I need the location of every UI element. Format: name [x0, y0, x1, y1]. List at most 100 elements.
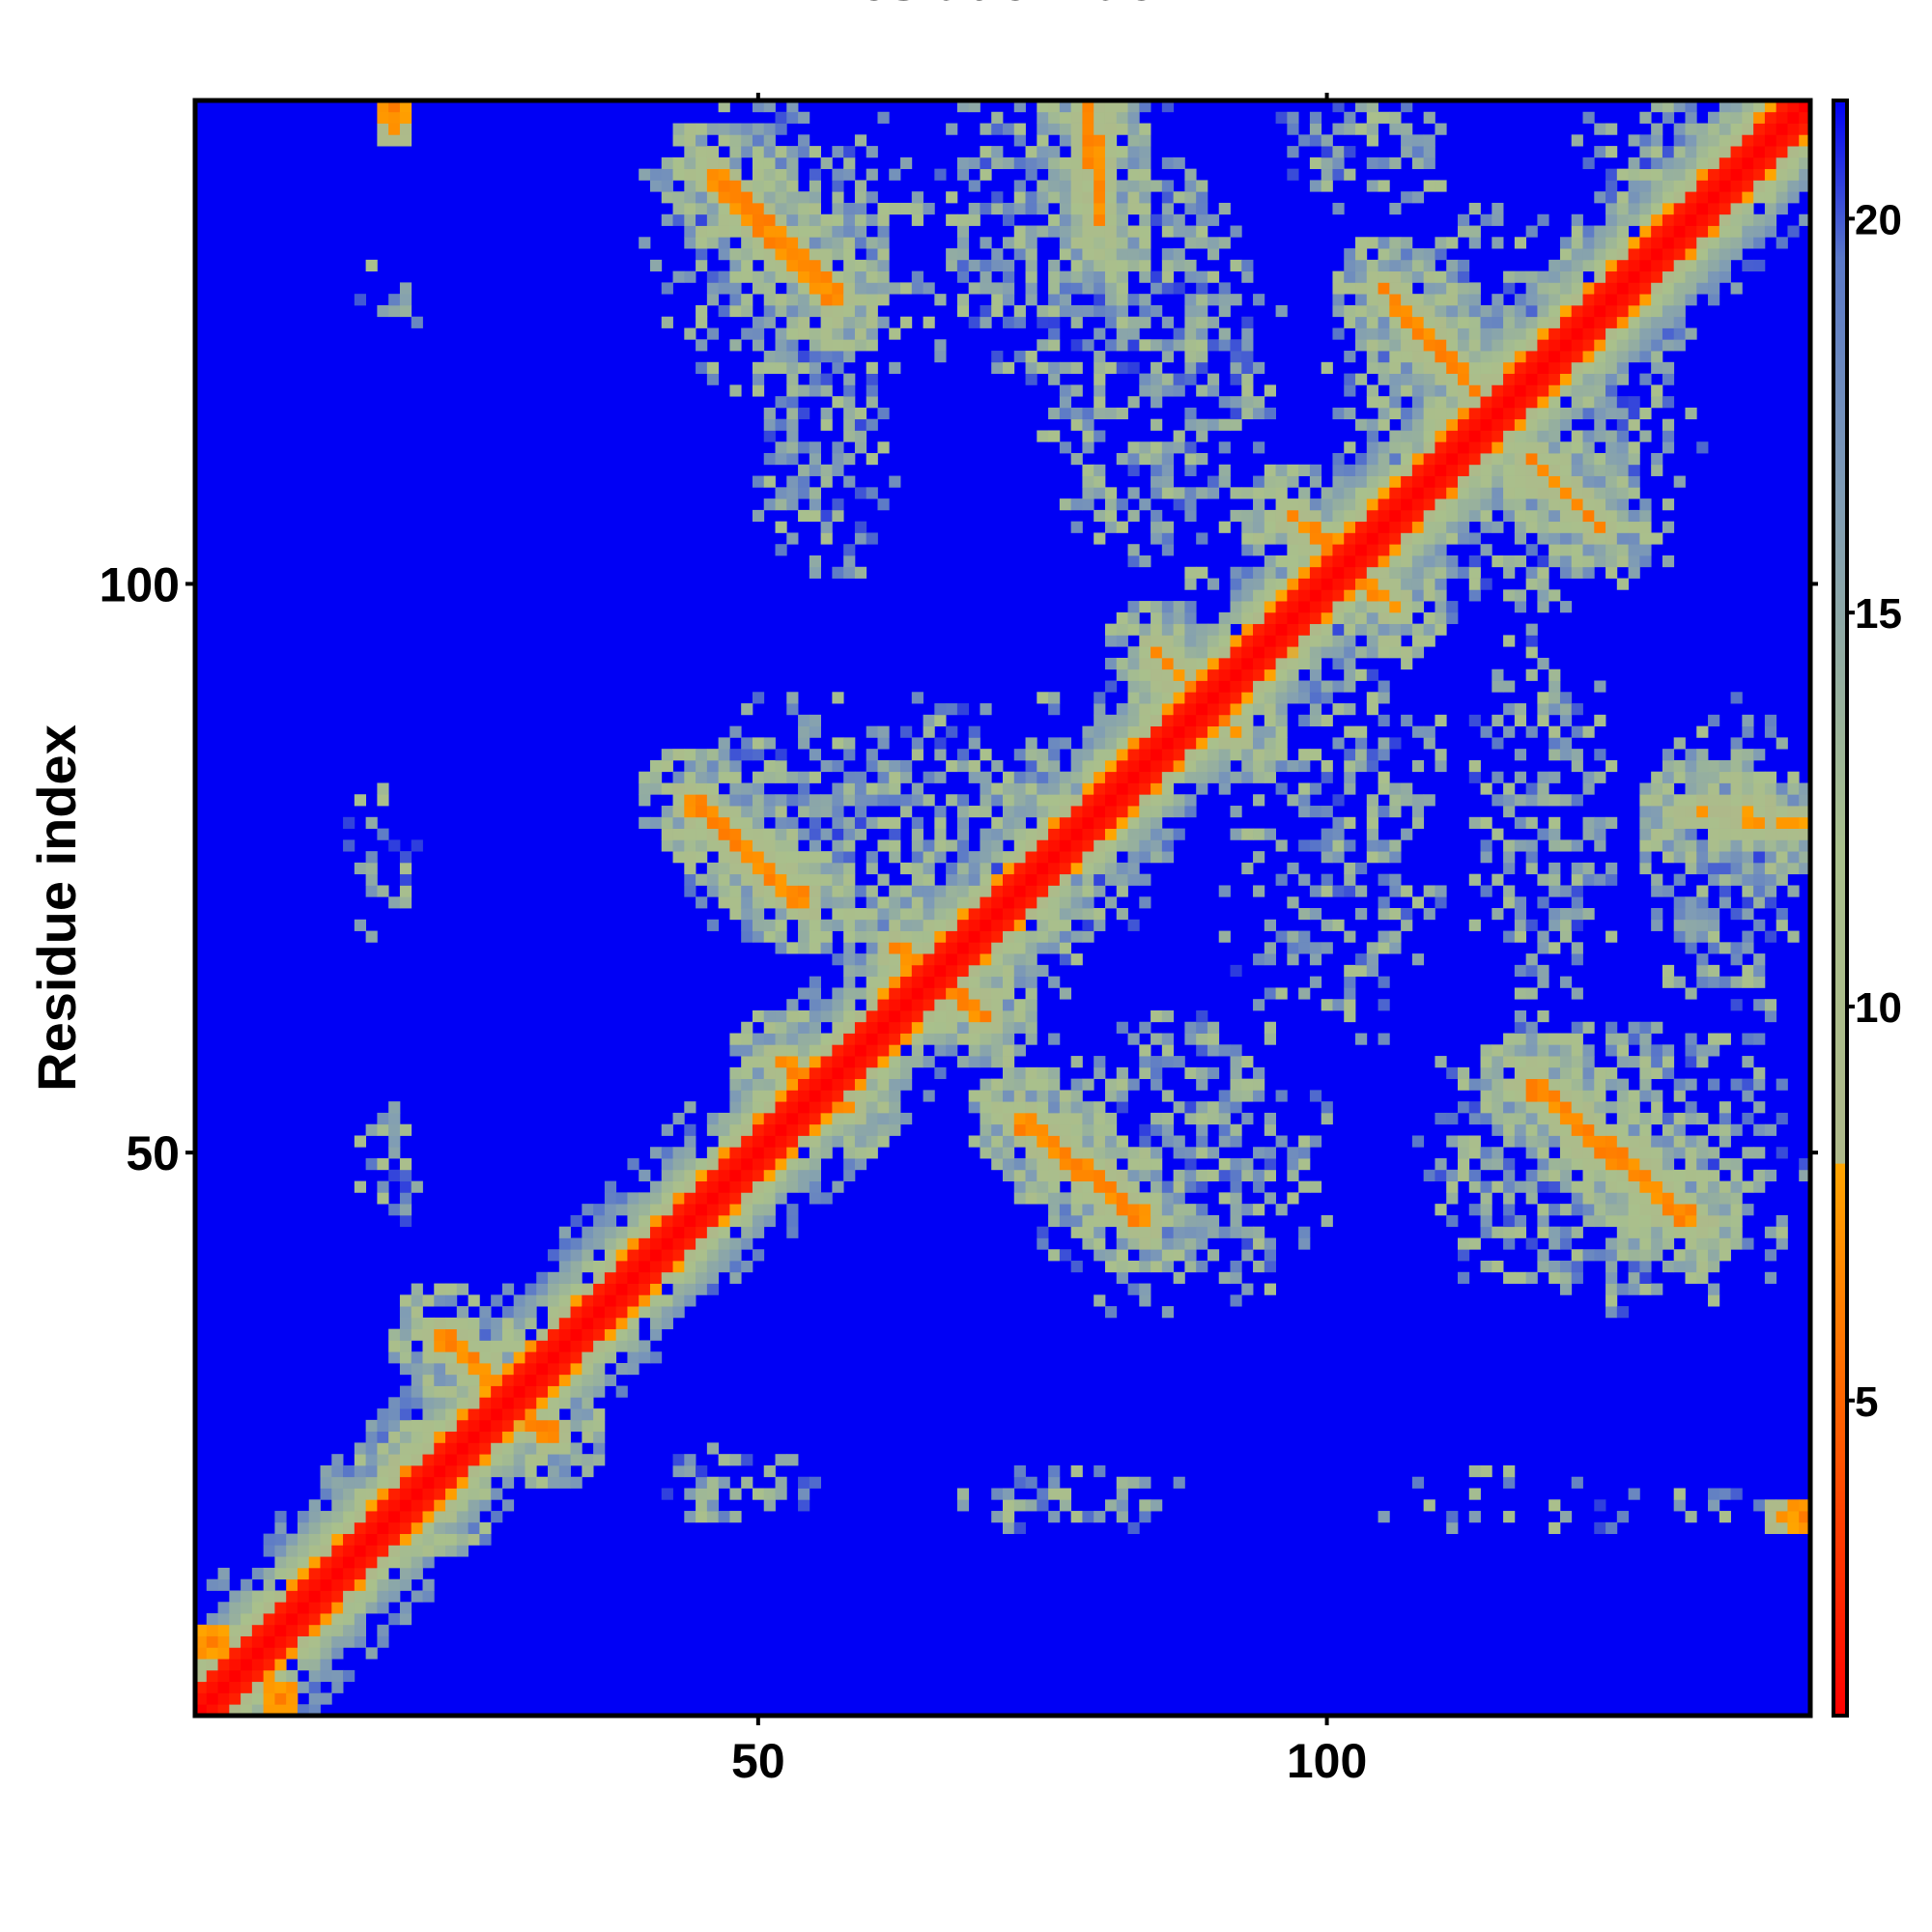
heatmap-cell [832, 361, 844, 374]
heatmap-cell [513, 1454, 526, 1466]
heatmap-cell [1127, 771, 1140, 783]
heatmap-cell [1104, 782, 1118, 795]
heatmap-cell [1366, 566, 1378, 579]
heatmap-cell [661, 168, 673, 181]
heatmap-cell [877, 441, 890, 454]
heatmap-cell [1094, 851, 1106, 864]
heatmap-cell [422, 1464, 435, 1478]
heatmap-cell [1094, 737, 1106, 750]
heatmap-cell [923, 771, 935, 783]
heatmap-cell [1218, 418, 1231, 431]
heatmap-cell [809, 1180, 821, 1193]
heatmap-cell [1161, 725, 1175, 738]
heatmap-cell [468, 1362, 480, 1376]
heatmap-cell [1139, 146, 1151, 158]
heatmap-cell [991, 294, 1004, 306]
heatmap-cell [1446, 498, 1459, 511]
heatmap-cell [1480, 304, 1492, 318]
heatmap-cell [1048, 828, 1061, 840]
heatmap-cell [1094, 1249, 1106, 1262]
heatmap-cell [809, 851, 821, 864]
heatmap-cell [798, 1112, 810, 1125]
heatmap-cell [1104, 828, 1118, 840]
heatmap-cell [399, 1545, 412, 1557]
heatmap-cell [1389, 111, 1402, 124]
heatmap-cell [706, 1112, 720, 1125]
heatmap-cell [354, 1613, 367, 1626]
heatmap-cell [1514, 1078, 1527, 1091]
heatmap-cell [1094, 373, 1106, 385]
heatmap-cell [991, 1033, 1004, 1045]
heatmap-cell [1321, 532, 1333, 545]
heatmap-cell [548, 1283, 560, 1295]
heatmap-cell [1013, 806, 1026, 818]
heatmap-cell [1389, 509, 1402, 523]
heatmap-cell [525, 1385, 537, 1398]
heatmap-cell [1446, 237, 1459, 249]
heatmap-cell [1082, 1135, 1094, 1148]
heatmap-cell [718, 873, 730, 886]
heatmap-cell [1571, 1261, 1583, 1273]
heatmap-cell [1116, 1204, 1128, 1216]
heatmap-cell [1321, 851, 1333, 864]
heatmap-cell [274, 1704, 287, 1717]
heatmap-cell [1037, 1066, 1049, 1080]
heatmap-cell [1094, 714, 1106, 726]
heatmap-cell [1003, 942, 1015, 954]
heatmap-cell [1401, 714, 1413, 726]
heatmap-cell [456, 1351, 469, 1364]
heatmap-cell [582, 1351, 594, 1364]
heatmap-cell [1514, 1021, 1527, 1034]
heatmap-cell [1139, 714, 1151, 726]
heatmap-cell [411, 1521, 423, 1534]
heatmap-cell [1059, 1112, 1072, 1125]
heatmap-cell [1241, 692, 1254, 704]
heatmap-cell [1525, 327, 1538, 340]
heatmap-cell [1025, 282, 1037, 295]
heatmap-cell [956, 851, 970, 864]
heatmap-cell [354, 1135, 367, 1148]
heatmap-cell [1525, 521, 1538, 533]
heatmap-cell [1423, 566, 1435, 579]
heatmap-cell [809, 771, 821, 783]
heatmap-cell [1094, 816, 1106, 829]
heatmap-cell [1378, 351, 1390, 363]
heatmap-cell [1003, 987, 1015, 1000]
heatmap-cell [854, 521, 867, 533]
heatmap-cell [1435, 601, 1447, 613]
heatmap-cell [1389, 544, 1402, 556]
heatmap-cell [1241, 1158, 1254, 1171]
heatmap-cell [1070, 885, 1083, 897]
heatmap-cell [501, 1408, 515, 1421]
heatmap-cell [1253, 578, 1265, 590]
heatmap-cell [775, 806, 787, 818]
heatmap-cell [1321, 1112, 1333, 1125]
heatmap-cell [923, 794, 935, 807]
heatmap-cell [1446, 1169, 1459, 1181]
heatmap-cell [399, 873, 412, 886]
heatmap-cell [536, 1271, 549, 1284]
heatmap-cell [331, 1464, 344, 1478]
heatmap-cell [1514, 896, 1527, 909]
heatmap-cell [1218, 464, 1231, 476]
heatmap-cell [1548, 384, 1561, 397]
heatmap-cell [434, 1454, 446, 1466]
heatmap-cell [775, 919, 787, 931]
heatmap-cell [1582, 1021, 1595, 1034]
heatmap-cell [1457, 475, 1470, 488]
heatmap-cell [934, 896, 947, 909]
heatmap-cell [706, 1271, 720, 1284]
heatmap-cell [1116, 1214, 1128, 1228]
heatmap-cell [684, 782, 696, 795]
heatmap-cell [1389, 873, 1402, 886]
heatmap-cell [991, 1044, 1004, 1057]
heatmap-cell [1059, 237, 1072, 249]
heatmap-cell [1321, 487, 1333, 499]
heatmap-cell [1457, 327, 1470, 340]
heatmap-cell [1298, 680, 1311, 693]
heatmap-cell [1013, 1476, 1026, 1489]
heatmap-cell [1127, 714, 1140, 726]
heatmap-cell [956, 942, 970, 954]
heatmap-cell [798, 806, 810, 818]
heatmap-cell [1298, 1147, 1311, 1159]
